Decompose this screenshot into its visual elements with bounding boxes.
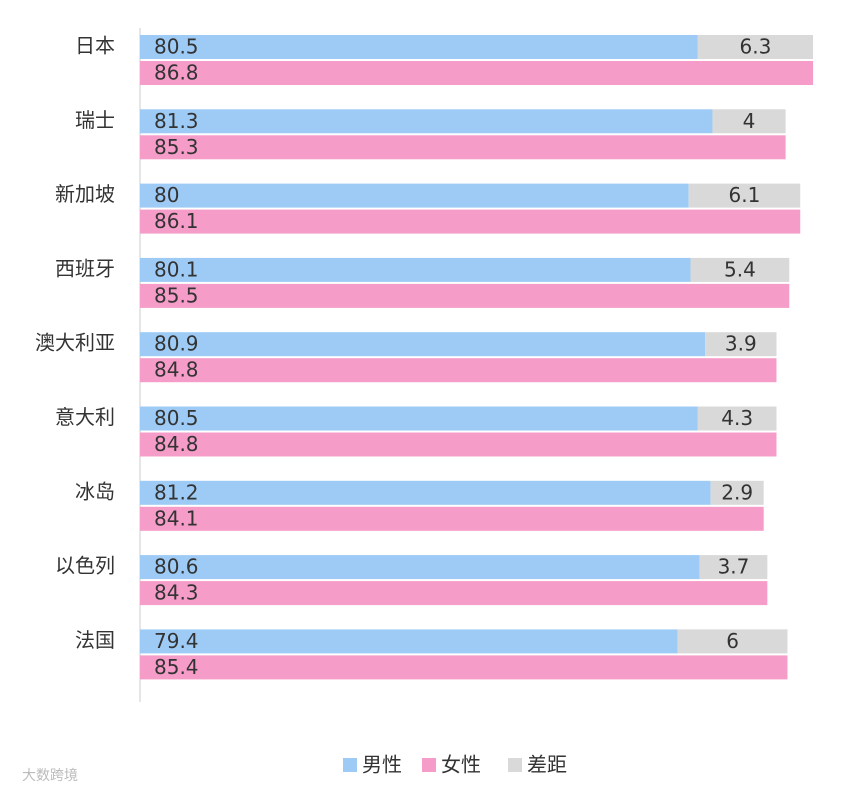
bar bbox=[140, 480, 711, 505]
value-label: 4.3 bbox=[721, 406, 753, 430]
value-label: 81.2 bbox=[154, 480, 199, 504]
value-label: 6.3 bbox=[740, 35, 772, 59]
bar bbox=[140, 183, 689, 208]
value-label: 84.3 bbox=[154, 581, 199, 605]
bar bbox=[140, 257, 691, 282]
value-label: 85.5 bbox=[154, 283, 199, 307]
value-label: 80.6 bbox=[154, 555, 199, 579]
value-label: 84.1 bbox=[154, 506, 199, 530]
bar bbox=[140, 135, 786, 160]
bar bbox=[710, 480, 764, 505]
value-label: 81.3 bbox=[154, 109, 199, 133]
bar bbox=[140, 283, 790, 308]
bar bbox=[140, 109, 713, 134]
watermark: 大数跨境 bbox=[22, 768, 78, 784]
category-label: 法国 bbox=[75, 628, 115, 652]
category-label: 新加坡 bbox=[55, 182, 115, 206]
value-label: 85.4 bbox=[154, 655, 199, 679]
value-label: 80.9 bbox=[154, 332, 199, 356]
bar bbox=[140, 358, 777, 383]
value-label: 86.8 bbox=[154, 61, 199, 85]
category-label: 以色列 bbox=[55, 554, 115, 578]
bar bbox=[699, 555, 768, 580]
value-label: 85.3 bbox=[154, 135, 199, 159]
legend-label: 男性 bbox=[362, 753, 402, 777]
bar bbox=[140, 432, 777, 457]
category-label: 冰岛 bbox=[75, 479, 115, 503]
value-label: 80.5 bbox=[154, 406, 199, 430]
bar bbox=[140, 629, 678, 654]
bar bbox=[140, 35, 698, 59]
legend-label: 差距 bbox=[527, 753, 567, 777]
value-label: 2.9 bbox=[721, 480, 753, 504]
value-label: 3.7 bbox=[718, 555, 750, 579]
value-label: 80.1 bbox=[154, 257, 199, 281]
value-label: 80 bbox=[154, 183, 179, 207]
bar bbox=[140, 406, 698, 431]
bar bbox=[697, 35, 814, 59]
bar bbox=[140, 655, 788, 680]
category-label: 日本 bbox=[75, 34, 115, 58]
category-label: 瑞士 bbox=[75, 108, 115, 132]
value-label: 6.1 bbox=[729, 183, 761, 207]
bar bbox=[697, 406, 777, 431]
value-label: 5.4 bbox=[724, 257, 756, 281]
value-label: 79.4 bbox=[154, 629, 199, 653]
bar bbox=[677, 629, 788, 654]
legend-label: 女性 bbox=[441, 753, 481, 777]
bar bbox=[140, 506, 764, 531]
value-label: 3.9 bbox=[725, 332, 757, 356]
bar bbox=[690, 257, 790, 282]
value-label: 80.5 bbox=[154, 35, 199, 59]
legend-swatch bbox=[422, 758, 436, 772]
value-label: 84.8 bbox=[154, 358, 199, 382]
value-label: 86.1 bbox=[154, 209, 199, 233]
bar bbox=[712, 109, 786, 134]
category-label: 澳大利亚 bbox=[35, 331, 115, 355]
bar bbox=[140, 555, 700, 580]
value-label: 84.8 bbox=[154, 432, 199, 456]
category-label: 意大利 bbox=[55, 405, 115, 429]
bar bbox=[140, 209, 801, 234]
bar bbox=[705, 332, 777, 357]
legend-swatch bbox=[343, 758, 357, 772]
legend-swatch bbox=[508, 758, 522, 772]
bar bbox=[140, 581, 768, 606]
bar bbox=[140, 61, 814, 85]
bar bbox=[688, 183, 801, 208]
value-label: 4 bbox=[743, 109, 756, 133]
value-label: 6 bbox=[726, 629, 739, 653]
bar bbox=[140, 332, 706, 357]
category-label: 西班牙 bbox=[55, 256, 115, 280]
